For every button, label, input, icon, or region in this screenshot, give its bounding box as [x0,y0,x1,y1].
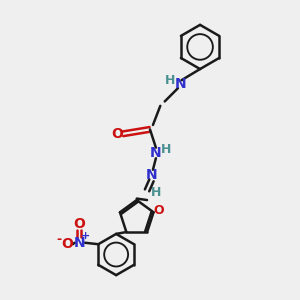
Text: N: N [146,168,157,182]
Text: N: N [150,146,162,160]
Text: +: + [81,231,90,241]
Text: H: H [151,186,162,199]
Text: O: O [73,217,85,231]
Text: O: O [154,204,164,217]
Text: -: - [57,233,62,246]
Text: N: N [175,77,186,91]
Text: H: H [161,143,171,157]
Text: N: N [73,236,85,250]
Text: H: H [164,74,175,87]
Text: O: O [61,237,73,251]
Text: O: O [112,127,124,141]
